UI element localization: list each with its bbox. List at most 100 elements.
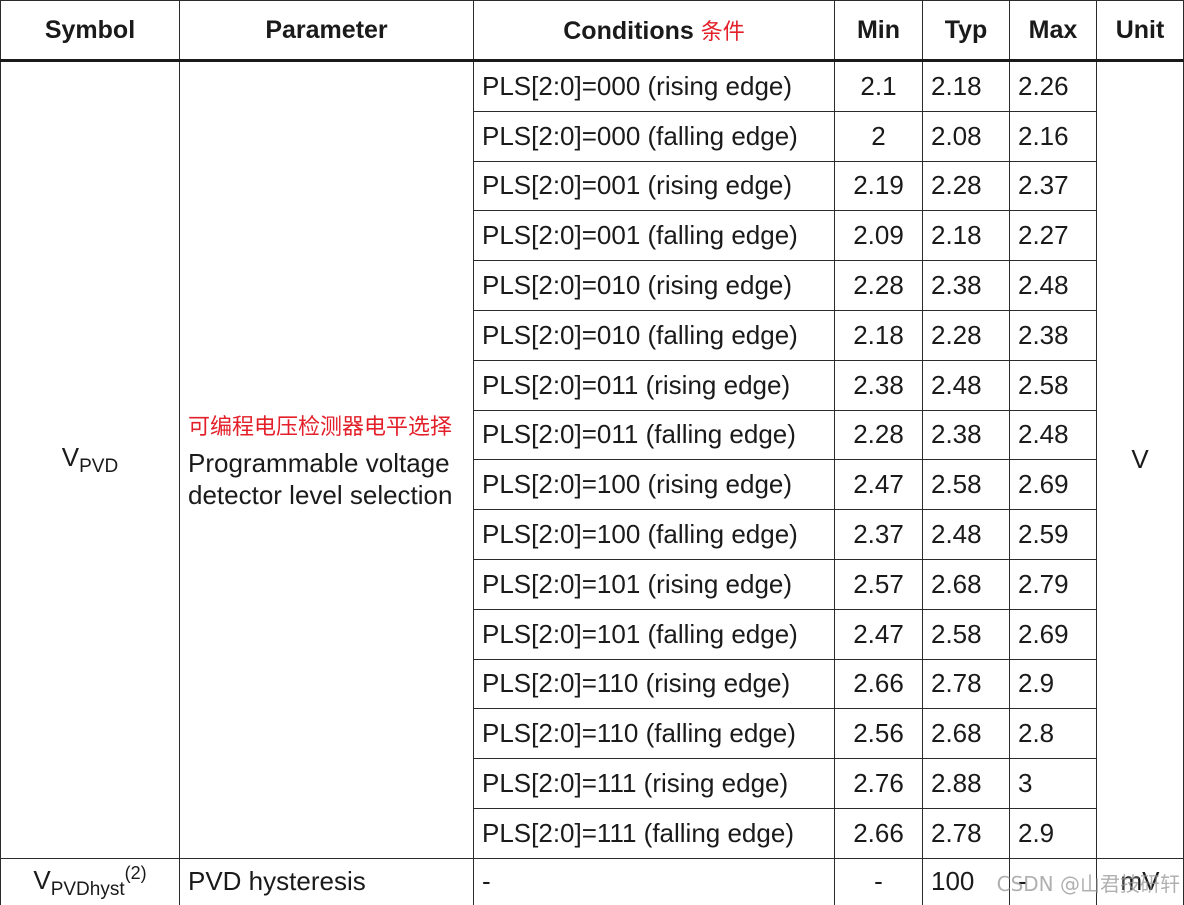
header-conditions: Conditions 条件 (473, 0, 835, 62)
hyst-symbol-footnote: (2) (124, 862, 147, 883)
hyst-condition: - (473, 857, 835, 905)
min-cell: 2.66 (834, 658, 923, 710)
table-row: PLS[2:0]=000 (falling edge) 2 2.08 2.16 (1, 110, 1184, 162)
condition-cell: PLS[2:0]=110 (falling edge) (473, 708, 835, 760)
min-cell: 2.28 (834, 409, 923, 461)
hyst-unit: mV (1096, 857, 1184, 905)
pvd-parameter-cn: 可编程电压检测器电平选择 (188, 413, 453, 439)
max-cell: 2.48 (1009, 409, 1097, 461)
typ-cell: 2.08 (922, 110, 1010, 162)
min-cell: 2.19 (834, 160, 923, 212)
table-row: PLS[2:0]=101 (rising edge) 2.57 2.68 2.79 (1, 558, 1184, 610)
table-row: PLS[2:0]=111 (falling edge) 2.66 2.78 2.9 (1, 807, 1184, 859)
watermark: CSDN @山君技研轩 (996, 872, 1180, 896)
max-cell: 2.69 (1009, 608, 1097, 660)
header-conditions-label: Conditions (563, 17, 694, 45)
hyst-parameter: PVD hysteresis (179, 857, 474, 905)
typ-cell: 2.18 (922, 60, 1010, 112)
header-conditions-cn: 条件 (700, 19, 745, 44)
table-header-row: Symbol Parameter Conditions 条件 Min Typ M… (0, 0, 1184, 62)
typ-cell: 2.58 (922, 608, 1010, 660)
pvd-parameter: 可编程电压检测器电平选择 Programmable voltage detecto… (179, 60, 474, 859)
min-cell: 2.1 (834, 60, 923, 112)
min-cell: 2 (834, 110, 923, 162)
table-row: PLS[2:0]=101 (falling edge) 2.47 2.58 2.69 (1, 608, 1184, 660)
typ-cell: 2.28 (922, 309, 1010, 361)
table-row: PLS[2:0]=010 (falling edge) 2.18 2.28 2.38 (1, 309, 1184, 361)
hyst-symbol-main: V (33, 864, 51, 895)
min-cell: 2.18 (834, 309, 923, 361)
table-row: PLS[2:0]=010 (rising edge) 2.28 2.38 2.48 (1, 260, 1184, 311)
table-row: VPVD 可编程电压检测器电平选择 Programmable voltage det… (0, 60, 1184, 859)
typ-cell: 2.68 (922, 558, 1010, 610)
typ-cell: 2.48 (922, 359, 1010, 411)
hyst-min: - (834, 857, 923, 905)
pvd-parameter-en: Programmable voltage detector level sele… (188, 447, 453, 510)
header-min: Min (834, 0, 923, 62)
max-cell: 2.8 (1009, 708, 1097, 760)
header-parameter: Parameter (179, 0, 474, 62)
condition-cell: PLS[2:0]=011 (falling edge) (473, 409, 835, 461)
condition-cell: PLS[2:0]=010 (rising edge) (473, 260, 835, 311)
typ-cell: 2.78 (922, 658, 1010, 710)
min-cell: 2.56 (834, 708, 923, 760)
max-cell: 2.9 (1009, 807, 1097, 859)
max-cell: 3 (1009, 758, 1097, 809)
pvd-unit: V (1096, 60, 1184, 859)
table-row: PLS[2:0]=110 (falling edge) 2.56 2.68 2.8 (1, 708, 1184, 760)
table-row: PLS[2:0]=011 (falling edge) 2.28 2.38 2.48 (1, 409, 1184, 461)
condition-cell: PLS[2:0]=000 (falling edge) (473, 110, 835, 162)
max-cell: 2.38 (1009, 309, 1097, 361)
max-cell: 2.48 (1009, 260, 1097, 311)
min-cell: 2.37 (834, 509, 923, 560)
max-cell: 2.79 (1009, 558, 1097, 610)
hyst-symbol-subscript: PVDhyst (50, 878, 125, 900)
condition-cell: PLS[2:0]=101 (rising edge) (473, 558, 835, 610)
typ-cell: 2.88 (922, 758, 1010, 809)
header-unit: Unit (1096, 0, 1184, 62)
table-row: PLS[2:0]=100 (rising edge) 2.47 2.58 2.69 (1, 459, 1184, 511)
condition-cell: PLS[2:0]=001 (rising edge) (473, 160, 835, 212)
pvd-symbol-subscript: PVD (79, 455, 119, 477)
max-cell: 2.58 (1009, 359, 1097, 411)
typ-cell: 2.68 (922, 708, 1010, 760)
min-cell: 2.38 (834, 359, 923, 411)
min-cell: 2.28 (834, 260, 923, 311)
typ-cell: 2.18 (922, 210, 1010, 262)
max-cell: 2.59 (1009, 509, 1097, 560)
pvd-symbol: VPVD (0, 60, 180, 859)
table-row: PLS[2:0]=001 (falling edge) 2.09 2.18 2.27 (1, 210, 1184, 262)
condition-cell: PLS[2:0]=011 (rising edge) (473, 359, 835, 411)
min-cell: 2.47 (834, 459, 923, 511)
typ-cell: 2.48 (922, 509, 1010, 560)
table-row: PLS[2:0]=011 (rising edge) 2.38 2.48 2.58 (1, 359, 1184, 411)
max-cell: 2.9 (1009, 658, 1097, 710)
max-cell: 2.26 (1009, 60, 1097, 112)
header-typ: Typ (922, 0, 1010, 62)
typ-cell: 2.58 (922, 459, 1010, 511)
header-symbol: Symbol (0, 0, 180, 62)
min-cell: 2.09 (834, 210, 923, 262)
min-cell: 2.66 (834, 807, 923, 859)
condition-cell: PLS[2:0]=101 (falling edge) (473, 608, 835, 660)
condition-cell: PLS[2:0]=100 (rising edge) (473, 459, 835, 511)
max-cell: 2.37 (1009, 160, 1097, 212)
typ-cell: 2.38 (922, 409, 1010, 461)
min-cell: 2.57 (834, 558, 923, 610)
max-cell: 2.16 (1009, 110, 1097, 162)
condition-cell: PLS[2:0]=111 (falling edge) (473, 807, 835, 859)
max-cell: 2.69 (1009, 459, 1097, 511)
typ-cell: 2.38 (922, 260, 1010, 311)
hyst-max: - (1009, 857, 1097, 905)
hyst-symbol: VPVDhyst(2) (0, 857, 180, 905)
typ-cell: 2.78 (922, 807, 1010, 859)
hyst-typ: 100 (922, 857, 1010, 905)
condition-cell: PLS[2:0]=111 (rising edge) (473, 758, 835, 809)
min-cell: 2.76 (834, 758, 923, 809)
typ-cell: 2.28 (922, 160, 1010, 212)
pvd-symbol-main: V (61, 441, 80, 472)
condition-cell: PLS[2:0]=010 (falling edge) (473, 309, 835, 361)
min-cell: 2.47 (834, 608, 923, 660)
condition-cell: PLS[2:0]=110 (rising edge) (473, 658, 835, 710)
